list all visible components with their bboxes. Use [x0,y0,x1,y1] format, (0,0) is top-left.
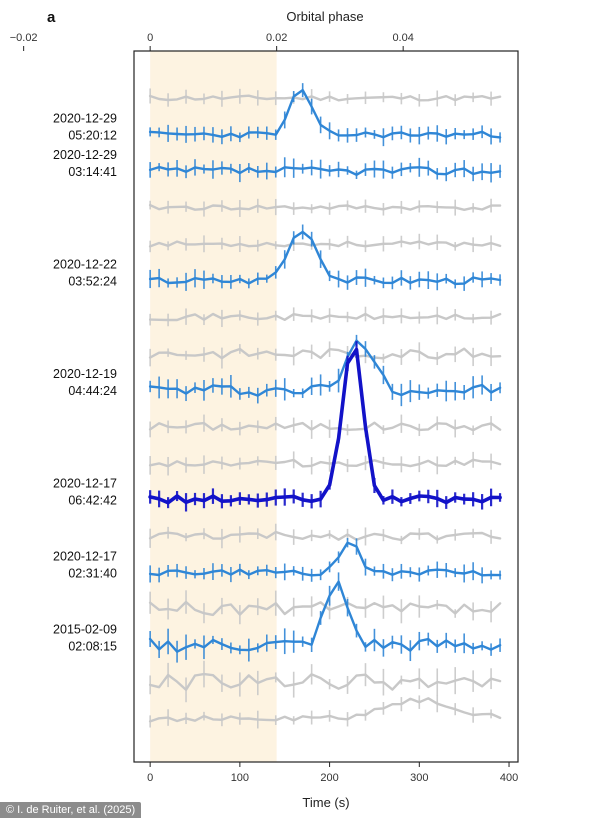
label-layer: 0 100 200 300 400 −0.02 0 0.02 0.04 2020-12-29 05:… [10,32,518,784]
date-label: 2015-02-09 02:08:15 [53,623,117,654]
series-line [148,458,502,468]
band-layer [150,51,277,762]
series-2020-12-17-06-42-42 [148,341,502,512]
date-label-line: 04:44:24 [68,384,117,398]
x-tick-label: 200 [320,772,338,784]
series-2020-12-17-02-31-40 [148,538,502,584]
top-tick-label: −0.02 [10,32,38,44]
top-tick-label: 0.04 [392,32,413,44]
date-label-line: 03:14:41 [68,165,117,179]
series-line [148,312,502,322]
top-tick-label: 0.02 [266,32,287,44]
x-axis-title: Time (s) [302,795,349,810]
series-line [148,530,502,542]
top-tick-label: 0 [147,32,153,44]
highlight-band [150,51,277,762]
x-tick-label: 0 [147,772,153,784]
series-line [148,165,502,177]
image-credit: © I. de Ruiter, et al. (2025) [0,802,142,818]
x-tick-label: 400 [500,772,518,784]
series-trace-4 [148,198,502,217]
date-label-line: 2020-12-22 [53,258,117,272]
x-tick-label: 300 [410,772,428,784]
date-label-line: 06:42:42 [68,494,117,508]
series-line [148,88,502,139]
date-label-line: 02:31:40 [68,567,117,581]
date-label-line: 05:20:12 [68,129,117,143]
series-line [148,347,502,505]
series-trace-8 [148,341,502,369]
date-label: 2020-12-17 02:31:40 [53,550,117,581]
series-line [148,230,502,286]
series-2020-12-19-04-44-24 [148,334,502,407]
date-label-line: 03:52:24 [68,275,117,289]
series-line [148,203,502,212]
date-label: 2020-12-29 05:20:12 [53,112,117,143]
series-trace-7 [148,306,502,328]
series-trace-17 [148,660,502,703]
date-label-line: 2015-02-09 [53,623,117,637]
frame-layer [23,46,519,767]
plot-frame [133,50,519,763]
series-2015-02-09-02-08-15 [148,572,502,663]
series-trace-11 [148,451,502,476]
series-trace-10 [148,414,502,439]
date-label: 2020-12-19 04:44:24 [53,367,117,398]
series-2020-12-29-03-14-41 [148,157,502,183]
date-label-line: 02:08:15 [68,640,117,654]
series-2020-12-22-03-52-24 [148,224,502,291]
series-line [148,347,502,360]
date-label-line: 2020-12-19 [53,367,117,381]
series-line [148,94,502,102]
series-trace-1 [148,88,502,107]
series-line [148,421,502,432]
date-label-line: 2020-12-29 [53,148,117,162]
x-tick-label: 100 [231,772,249,784]
series-line [148,580,502,653]
series-trace-18 [148,695,502,729]
series-line [148,541,502,577]
series-trace-13 [148,523,502,549]
date-label-line: 2020-12-29 [53,112,117,126]
top-axis-title: Orbital phase [286,9,363,24]
date-label-line: 2020-12-17 [53,477,117,491]
date-label: 2020-12-17 06:42:42 [53,477,117,508]
series-line [148,339,502,397]
trace-layer [148,83,502,729]
series-line [148,697,502,723]
date-label: 2020-12-29 03:14:41 [53,148,117,179]
series-2020-12-29-05-20-12 [148,83,502,147]
panel-label: a [47,9,56,26]
date-label: 2020-12-22 03:52:24 [53,258,117,289]
date-label-line: 2020-12-17 [53,550,117,564]
series-line [148,672,502,691]
series-line [148,240,502,248]
